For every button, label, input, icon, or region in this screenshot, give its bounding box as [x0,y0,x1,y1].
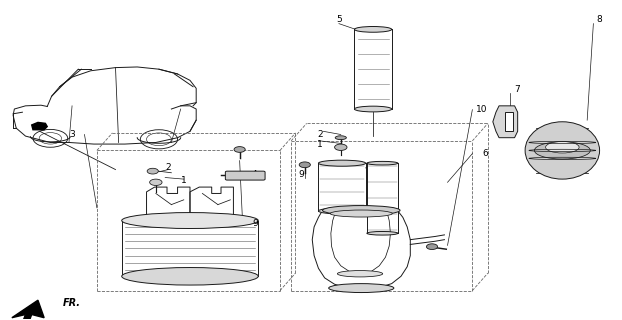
Polygon shape [505,112,513,131]
Polygon shape [493,106,518,138]
Ellipse shape [330,210,392,217]
Text: 5: 5 [336,15,342,24]
Text: 3: 3 [69,130,75,139]
Ellipse shape [122,268,258,285]
Circle shape [335,144,347,150]
Ellipse shape [367,231,398,235]
Text: 9: 9 [253,219,258,228]
Text: 7: 7 [514,85,520,94]
Text: 1: 1 [317,140,323,149]
Ellipse shape [318,208,366,214]
Polygon shape [32,123,47,130]
Ellipse shape [355,27,392,32]
Text: 4: 4 [251,170,257,179]
Text: 2: 2 [317,130,323,139]
Text: 9: 9 [299,170,305,179]
Text: 2: 2 [165,164,171,172]
Ellipse shape [534,142,590,159]
Text: 8: 8 [596,15,603,24]
Ellipse shape [335,136,346,140]
Ellipse shape [318,160,366,166]
Ellipse shape [328,284,394,292]
Ellipse shape [355,106,392,112]
Circle shape [150,179,162,186]
Circle shape [299,162,310,168]
FancyBboxPatch shape [225,171,265,180]
Text: 6: 6 [482,149,488,158]
Text: 10: 10 [476,105,488,114]
Ellipse shape [337,270,383,277]
Polygon shape [12,300,44,320]
Circle shape [234,147,245,152]
Circle shape [427,244,438,250]
Circle shape [147,168,159,174]
Ellipse shape [545,141,579,153]
Text: FR.: FR. [63,298,81,308]
Ellipse shape [525,122,600,179]
Ellipse shape [122,212,258,228]
Text: 1: 1 [181,176,187,185]
Ellipse shape [322,205,400,215]
Ellipse shape [367,161,398,165]
